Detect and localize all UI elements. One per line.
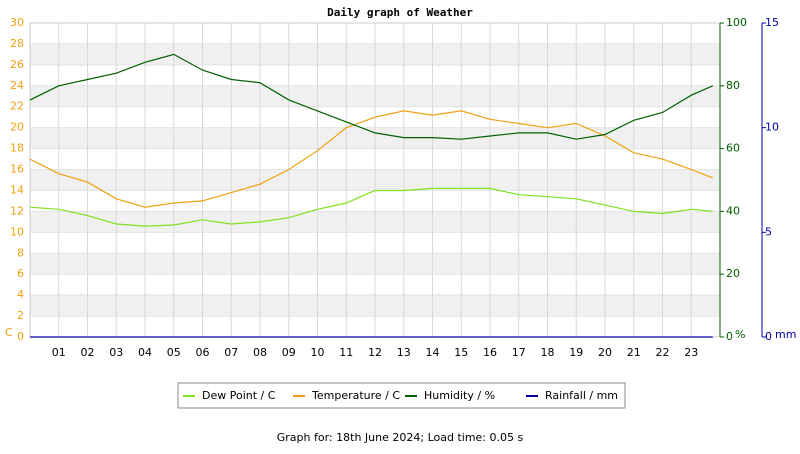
x-tick-label: 12 (368, 346, 382, 359)
y2-axis-label: % (735, 328, 745, 341)
x-tick-label: 17 (512, 346, 526, 359)
legend-label: Dew Point / C (202, 389, 276, 402)
y-tick-label: 10 (10, 225, 24, 238)
y-tick-label: 24 (10, 79, 24, 92)
x-tick-label: 11 (339, 346, 353, 359)
x-tick-label: 09 (282, 346, 296, 359)
y-tick-label: 26 (10, 58, 24, 71)
y-tick-label: 0 (17, 330, 24, 343)
y3-axis-label: mm (775, 328, 796, 341)
grid (30, 22, 720, 338)
y3-tick-label: 15 (765, 16, 779, 29)
y-tick-label: 18 (10, 142, 24, 155)
y3-tick-label: 10 (765, 121, 779, 134)
y-tick-label: 12 (10, 204, 24, 217)
x-tick-label: 19 (569, 346, 583, 359)
x-tick-label: 04 (138, 346, 152, 359)
x-tick-label: 03 (109, 346, 123, 359)
y-tick-label: 6 (17, 267, 24, 280)
x-tick-label: 18 (541, 346, 555, 359)
y2-tick-label: 80 (726, 79, 740, 92)
y-tick-label: 20 (10, 121, 24, 134)
legend-label: Humidity / % (424, 389, 495, 402)
series-line (29, 53, 714, 140)
x-tick-label: 15 (454, 346, 468, 359)
y2-tick-label: 60 (726, 142, 740, 155)
y2-tick-label: 20 (726, 267, 740, 280)
legend-label: Rainfall / mm (545, 389, 618, 402)
y-tick-label: 22 (10, 100, 24, 113)
x-tick-label: 16 (483, 346, 497, 359)
y-tick-label: 30 (10, 16, 24, 29)
y-tick-label: 2 (17, 309, 24, 322)
x-tick-label: 23 (684, 346, 698, 359)
series-line (29, 110, 714, 208)
y-axis-label: C (5, 326, 13, 339)
y2-tick-label: 100 (726, 16, 747, 29)
y-tick-label: 16 (10, 163, 24, 176)
y-tick-label: 14 (10, 183, 24, 196)
y2-tick-label: 0 (726, 330, 733, 343)
y2-tick-label: 40 (726, 204, 740, 217)
x-tick-label: 21 (627, 346, 641, 359)
x-tick-label: 08 (253, 346, 267, 359)
y3-tick-label: 5 (765, 225, 772, 238)
x-tick-label: 01 (52, 346, 66, 359)
series-line (29, 187, 713, 227)
x-tick-label: 20 (598, 346, 612, 359)
footer: Graph for: 18th June 2024; Load time: 0.… (277, 431, 524, 444)
legend-label: Temperature / C (311, 389, 400, 402)
y-tick-label: 28 (10, 37, 24, 50)
legend-box (177, 382, 626, 409)
chart-title: Daily graph of Weather (327, 6, 473, 19)
x-tick-label: 05 (167, 346, 181, 359)
x-tick-label: 13 (397, 346, 411, 359)
x-tick-label: 14 (426, 346, 440, 359)
x-tick-label: 06 (196, 346, 210, 359)
x-tick-label: 22 (656, 346, 670, 359)
x-tick-label: 07 (224, 346, 238, 359)
y3-tick-label: 0 (765, 330, 772, 343)
x-tick-label: 10 (311, 346, 325, 359)
y-tick-label: 8 (17, 246, 24, 259)
x-tick-label: 02 (81, 346, 95, 359)
y-tick-label: 4 (17, 288, 24, 301)
